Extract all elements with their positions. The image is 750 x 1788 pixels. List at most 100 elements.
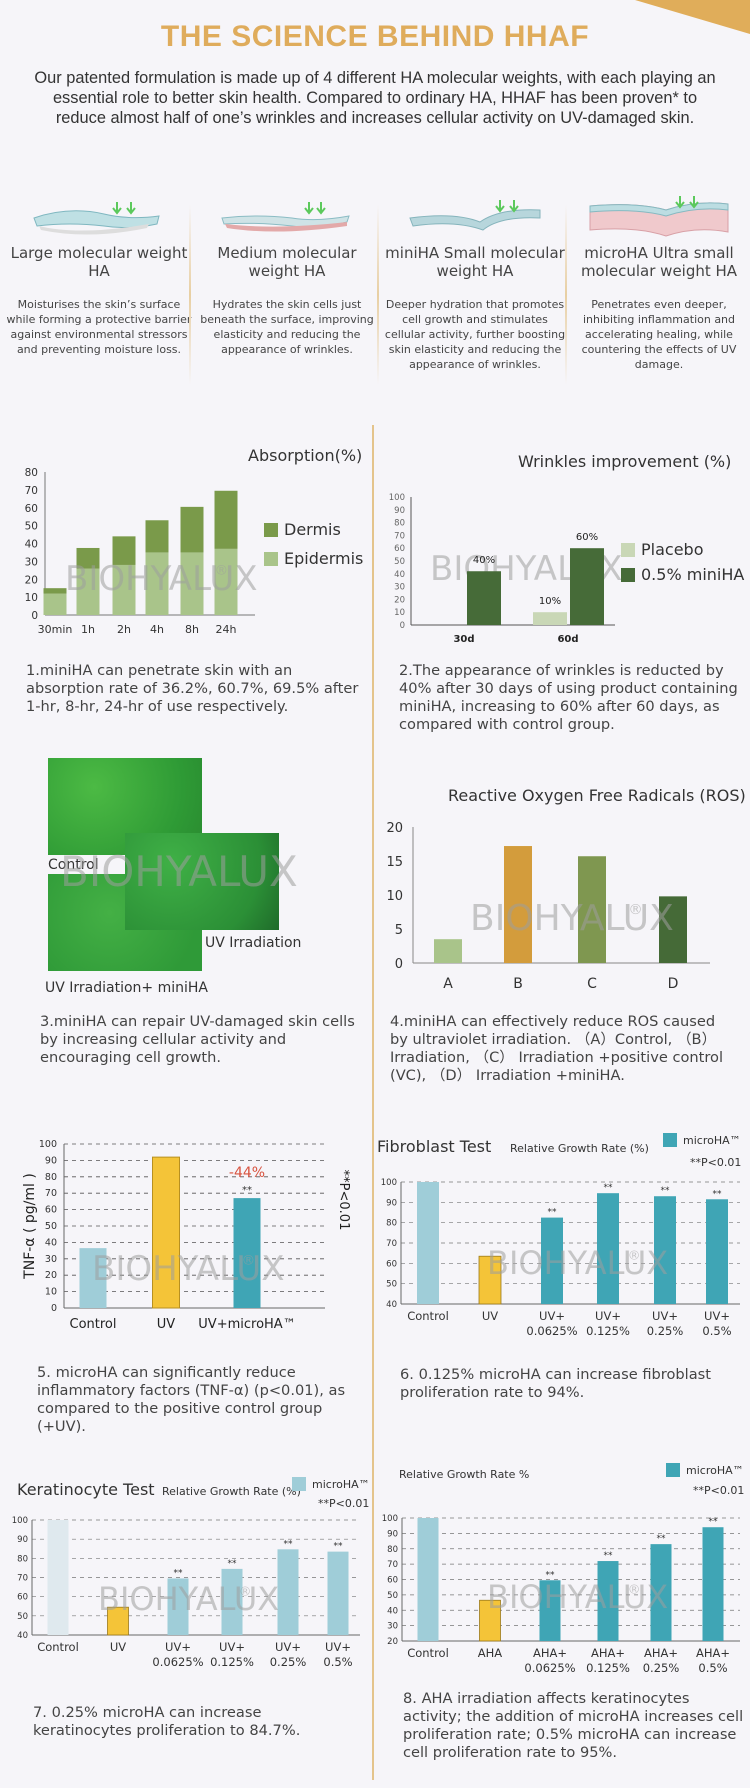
bar-dermis: [180, 506, 204, 553]
y-tick-label: 90: [387, 1529, 398, 1539]
y-tick-label: 10: [386, 889, 403, 904]
x-tick-label: D: [668, 976, 679, 992]
y-tick-label: 0: [31, 610, 38, 622]
x-tick-line: Control: [407, 1646, 449, 1660]
y-tick-label: 70: [17, 1574, 28, 1584]
bar: [654, 1196, 676, 1304]
y-tick-label: 100: [12, 1516, 28, 1526]
x-tick-label: UV+ 0.0625%: [526, 1309, 577, 1338]
bar: [702, 1527, 724, 1641]
y-tick-label: 60: [25, 503, 38, 515]
significance-marker: **: [604, 1183, 614, 1193]
legend-label: Dermis: [284, 520, 341, 539]
x-tick-label: Control: [70, 1317, 117, 1332]
watermark: BIOHYALUX: [98, 1580, 279, 1618]
intro-paragraph: Our patented formulation is made up of 4…: [34, 69, 716, 127]
x-tick-label: 30min: [38, 623, 73, 636]
legend-dermis: Dermis: [264, 520, 341, 539]
x-tick-line: 0.25%: [643, 1661, 680, 1675]
x-tick-label: AHA: [478, 1646, 503, 1660]
y-tick-label: 80: [386, 1219, 397, 1229]
x-tick-line: 0.125%: [586, 1661, 630, 1675]
x-tick-line: 0.5%: [698, 1661, 727, 1675]
ros-title: Reactive Oxygen Free Radicals (ROS): [448, 786, 746, 805]
x-tick-label: Control: [37, 1640, 79, 1654]
keratinocyte-title: Keratinocyte Test: [17, 1480, 155, 1499]
significance-marker: **: [228, 1559, 238, 1569]
significance-marker: **: [242, 1185, 252, 1196]
corner-decoration: [635, 0, 750, 34]
molecule-desc: Hydrates the skin cells just beneath the…: [200, 298, 374, 356]
legend-swatch: [264, 522, 278, 537]
x-tick-label: UV+ 0.125%: [210, 1640, 254, 1669]
x-tick-line: UV+: [325, 1640, 351, 1654]
watermark: BIOHYALUX: [487, 1244, 668, 1282]
y-tick-label: 60: [45, 1205, 57, 1216]
x-tick-label: 1h: [81, 623, 95, 636]
pvalue-label: **P<0.01: [336, 1170, 351, 1231]
y-tick-label: 20: [386, 821, 403, 836]
wrinkles-title: Wrinkles improvement (%): [518, 452, 732, 471]
watermark-registered: ®: [628, 1249, 641, 1264]
molecule-desc: Deeper hydration that promotes cell grow…: [384, 298, 566, 371]
bar-miniha: [467, 571, 501, 625]
significance-marker: **: [334, 1542, 344, 1552]
data-label: 60%: [576, 532, 598, 543]
x-tick-line: AHA+: [591, 1646, 625, 1660]
x-tick-label: Control: [407, 1309, 449, 1323]
y-tick-label: 100: [382, 1514, 398, 1524]
significance-marker: **: [604, 1551, 614, 1561]
y-tick-label: 60: [387, 1576, 398, 1586]
watermark-registered: ®: [242, 1253, 256, 1269]
y-tick-label: 0: [400, 621, 405, 631]
caption-4: 4.miniHA can effectively reduce ROS caus…: [390, 1013, 724, 1084]
x-tick-line: UV+: [595, 1309, 621, 1323]
absorption-chart: 0 10 20 30 40 50 60 70 80 30min 1h 2h 4h 8h 24h BIOHYAL…: [25, 467, 258, 636]
bar-dermis: [43, 588, 67, 594]
watermark: BIOHYALUX: [470, 898, 674, 939]
molecule-large: Large molecular weight HA Moisturises th…: [6, 196, 192, 357]
x-tick-label: UV+ 0.5%: [702, 1309, 731, 1338]
watermark: BIOHYALUX: [65, 559, 258, 599]
fibroblast-pvalue: **P<0.01: [690, 1156, 742, 1169]
watermark: BIOHYALUX: [60, 848, 298, 896]
x-tick-line: AHA+: [644, 1646, 678, 1660]
y-tick-label: 70: [387, 1560, 398, 1570]
fibroblast-subtitle: Relative Growth Rate (%): [510, 1142, 649, 1155]
y-tick-label: 0: [51, 1303, 57, 1314]
skin-layer-ultra-icon: [566, 196, 750, 242]
y-tick-label: 50: [387, 1591, 398, 1601]
x-tick-label: UV+ 0.0625%: [152, 1640, 203, 1669]
y-tick-label: 100: [381, 1178, 397, 1188]
aha-subtitle: Relative Growth Rate %: [399, 1468, 530, 1481]
y-tick-label: 70: [45, 1188, 57, 1199]
molecule-name: Large molecular weight HA: [10, 244, 188, 280]
x-tick-label: UV: [482, 1309, 498, 1323]
legend-label: microHA™: [312, 1477, 370, 1491]
caption-5: 5. microHA can significantly reduce infl…: [37, 1364, 346, 1435]
skin-layer-small-icon: [382, 196, 568, 242]
y-tick-label: 60: [17, 1593, 28, 1603]
x-tick-label: UV+ 0.25%: [270, 1640, 307, 1669]
x-tick-line: UV: [110, 1640, 126, 1654]
y-tick-label: 20: [25, 574, 38, 586]
x-tick-label: UV+microHA™: [198, 1317, 295, 1332]
y-tick-label: 90: [394, 506, 405, 516]
x-tick-line: UV+: [165, 1640, 191, 1654]
bar: [650, 1544, 672, 1641]
aha-pvalue: **P<0.01: [693, 1484, 745, 1497]
y-tick-label: 50: [386, 1280, 397, 1290]
y-tick-label: 100: [39, 1139, 57, 1150]
x-tick-label: 4h: [150, 623, 164, 636]
x-tick-label: AHA+ 0.125%: [586, 1646, 630, 1675]
y-tick-label: 50: [45, 1221, 57, 1232]
y-tick-label: 30: [45, 1254, 57, 1265]
bar-dermis: [145, 520, 169, 553]
molecule-medium: Medium molecular weight HA Hydrates the …: [194, 196, 380, 357]
y-tick-label: 20: [387, 1637, 398, 1647]
x-tick-line: Control: [407, 1309, 449, 1323]
bar: [434, 939, 462, 963]
bar: [479, 1599, 501, 1642]
